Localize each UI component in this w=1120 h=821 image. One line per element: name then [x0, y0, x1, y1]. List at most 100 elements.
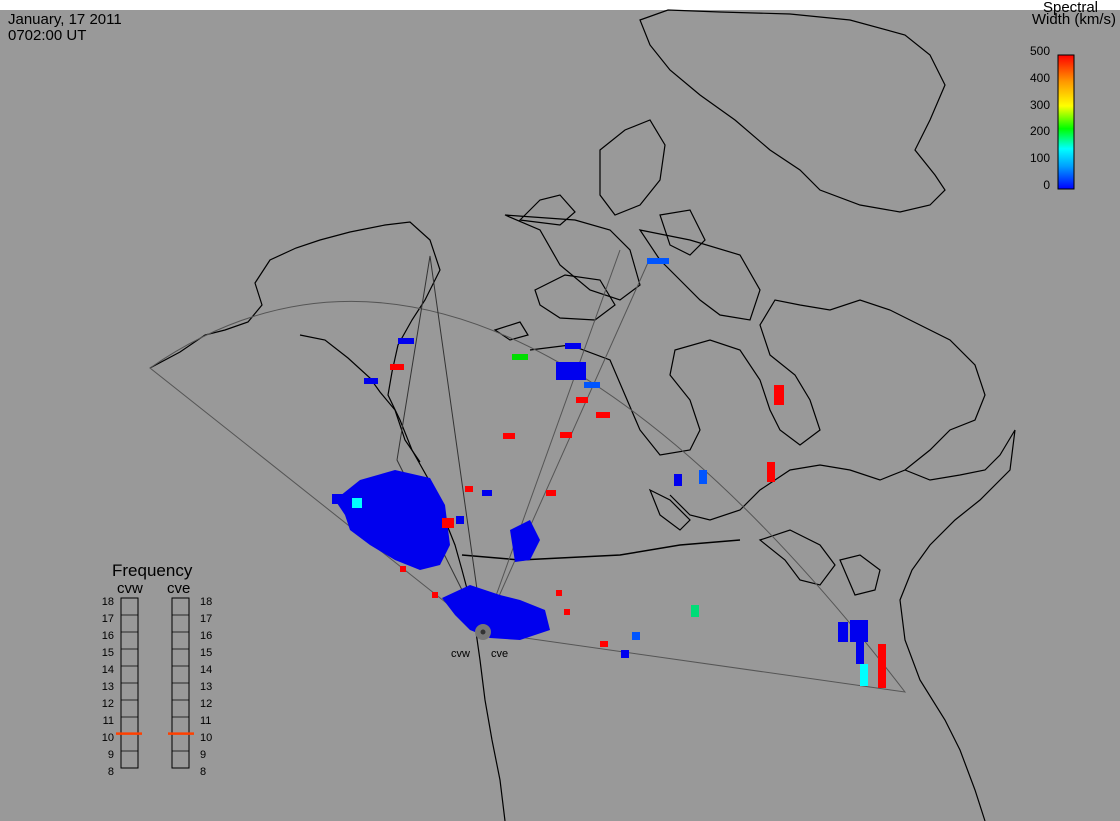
frequency-scale-label: 8	[200, 766, 207, 778]
frequency-scale-label: 15	[200, 647, 213, 659]
time-label: 0702:00 UT	[8, 27, 87, 44]
cell	[774, 385, 784, 405]
cell	[546, 490, 556, 496]
cell	[482, 490, 492, 496]
cell	[850, 620, 868, 642]
frequency-scale-label: 17	[200, 613, 213, 625]
radar-site-dot	[480, 629, 486, 635]
cell	[596, 412, 610, 418]
cell	[691, 605, 699, 617]
cell	[699, 470, 707, 484]
frequency-scale-label: 8	[107, 766, 114, 778]
great-lakes	[758, 529, 836, 586]
frequency-scale-label: 13	[101, 681, 114, 693]
frequency-scale-label: 10	[101, 732, 114, 744]
cell	[584, 382, 600, 388]
baffin-island	[638, 229, 761, 321]
frequency-scale-label: 12	[200, 698, 213, 710]
radar-label-cve: cve	[167, 580, 191, 597]
victoria-island	[534, 274, 616, 321]
frequency-scale-label: 14	[101, 664, 114, 676]
cell	[352, 498, 362, 508]
cell	[674, 474, 682, 486]
frequency-scale-label: 18	[101, 596, 114, 608]
cell	[512, 354, 528, 360]
cell	[556, 362, 586, 380]
cell	[632, 632, 640, 640]
frequency-title: Frequency	[112, 561, 193, 580]
cell	[442, 518, 454, 528]
cell	[556, 590, 562, 596]
colorbar-tick-label: 400	[1029, 70, 1050, 85]
cell-cluster-cvw	[335, 470, 450, 570]
cell	[465, 486, 473, 492]
arctic-islands-4	[659, 209, 706, 256]
cell	[856, 642, 864, 664]
colorbar-tick-label: 0	[1043, 178, 1050, 192]
cell	[390, 364, 404, 370]
colorbar-title: Spectral	[1042, 0, 1098, 16]
cell	[576, 397, 588, 403]
cell	[838, 622, 848, 642]
cell-cluster-mid	[510, 520, 540, 562]
lake-2	[648, 488, 691, 531]
frequency-scale-label: 16	[200, 630, 213, 642]
frequency-scale-label: 16	[101, 630, 114, 642]
cell	[503, 433, 515, 439]
frequency-scale-label: 13	[200, 681, 213, 693]
cell	[647, 258, 669, 264]
data-cells	[332, 258, 886, 688]
cell	[860, 664, 868, 686]
colorbar-tick-label: 300	[1029, 97, 1050, 112]
arctic-islands-3	[518, 194, 576, 226]
cell	[878, 644, 886, 688]
frequency-scale-label: 9	[107, 749, 114, 761]
cell	[400, 566, 406, 572]
frequency-scale-label: 11	[200, 715, 212, 727]
arctic-islands-2	[599, 119, 666, 216]
cell	[565, 343, 581, 349]
colorbar	[1057, 54, 1075, 190]
radar-label-cvw: cvw	[117, 580, 143, 597]
cell	[621, 650, 629, 658]
cell	[564, 609, 570, 615]
cell-cluster-cve	[442, 585, 550, 640]
date-label: January, 17 2011	[8, 11, 122, 28]
greenland-coast	[639, 9, 946, 213]
frequency-scale-label: 15	[101, 647, 114, 659]
fov-divider-1	[482, 249, 621, 633]
cell	[456, 516, 464, 524]
cell	[398, 338, 414, 344]
colorbar-tick-label: 100	[1029, 151, 1050, 166]
cell	[767, 462, 775, 482]
frequency-scale-label: 10	[200, 732, 213, 744]
hudson-bay	[529, 299, 986, 521]
bc-coast	[299, 334, 421, 463]
arctic-islands-1	[504, 214, 641, 301]
coastlines	[149, 9, 1016, 821]
frequency-scale-label: 9	[200, 749, 207, 761]
top-border	[0, 0, 1120, 10]
cell	[332, 494, 346, 504]
frequency-scale-label: 18	[200, 596, 213, 608]
great-lakes-2	[839, 554, 881, 596]
cell	[600, 641, 608, 647]
frequency-scale-label: 14	[200, 664, 213, 676]
frequency-scale-label: 12	[101, 698, 114, 710]
cell	[560, 432, 572, 438]
frequency-scale-label: 17	[101, 613, 114, 625]
canada-us-border	[461, 539, 741, 561]
frequency-scale-label: 11	[102, 715, 114, 727]
fov-divider-2	[482, 257, 651, 633]
cell	[432, 592, 438, 598]
colorbar-tick-label: 200	[1029, 124, 1050, 139]
lake-1	[493, 321, 529, 341]
site-label-cve: cve	[491, 648, 509, 660]
site-label-cvw: cvw	[451, 648, 470, 660]
cell	[364, 378, 378, 384]
east-coast	[899, 429, 1016, 821]
fov-outer	[149, 300, 907, 693]
colorbar-tick-label: 500	[1029, 44, 1050, 58]
colorbar-unit: Width (km/s)	[1031, 11, 1116, 28]
